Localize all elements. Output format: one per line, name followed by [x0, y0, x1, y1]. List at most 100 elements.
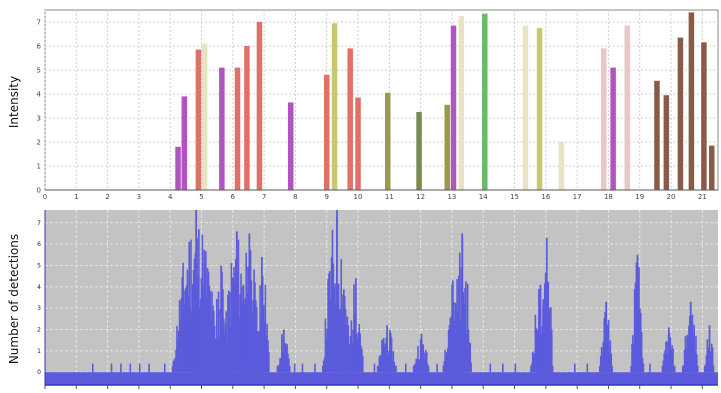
detections-spike: [345, 324, 348, 373]
detections-spike: [229, 326, 232, 373]
detections-spike: [384, 343, 387, 373]
detections-peak-spike: [260, 256, 263, 373]
detections-spike: [633, 289, 636, 373]
detections-spike: [217, 291, 220, 373]
detections-spike: [685, 348, 688, 373]
intensity-bar: [708, 145, 715, 190]
detections-spike: [281, 334, 283, 373]
detections-spike: [350, 320, 353, 373]
detections-spike: [330, 257, 333, 373]
detections-spike: [177, 341, 179, 373]
detections-spike: [235, 258, 237, 373]
detections-spike: [610, 353, 613, 373]
detections-spike: [599, 356, 602, 373]
intensity-bar: [347, 48, 353, 191]
detections-spike: [172, 361, 175, 373]
detections-peak-spike: [461, 233, 464, 373]
detections-spike: [693, 324, 695, 373]
detections-spike: [419, 339, 422, 373]
detections-spike: [393, 361, 396, 373]
intensity-y-tick-label: 4: [37, 91, 42, 99]
detections-spike: [378, 356, 381, 373]
detections-spike: [392, 351, 395, 373]
detections-spike: [632, 344, 635, 373]
detections-spike: [550, 329, 553, 373]
detections-y-tick-label: 1: [37, 348, 41, 355]
detections-spike: [455, 342, 458, 373]
detections-spike: [457, 313, 459, 373]
detections-spike: [611, 365, 613, 373]
detections-spike: [178, 300, 181, 373]
detections-spike: [354, 315, 356, 373]
detections-spike: [448, 324, 451, 373]
detections-spike: [602, 341, 605, 373]
detections-spike: [246, 292, 248, 373]
detections-spike: [692, 331, 695, 373]
detections-spike: [323, 357, 326, 373]
intensity-bar: [522, 25, 529, 190]
detections-spike: [682, 365, 685, 373]
detections-spike: [335, 305, 337, 373]
detections-spike: [450, 316, 453, 373]
intensity-bar: [654, 80, 660, 190]
intensity-x-tick-label: 13: [447, 193, 456, 201]
detections-spike: [683, 349, 686, 373]
detections-spike: [418, 359, 421, 373]
detections-spike: [280, 358, 282, 373]
detections-spike: [391, 360, 394, 373]
detections-spike: [534, 314, 537, 373]
intensity-x-tick-label: 1: [74, 193, 78, 201]
detections-spike: [245, 252, 247, 373]
detections-spike: [325, 338, 328, 373]
detections-spike: [446, 352, 448, 373]
detections-spike: [638, 267, 640, 373]
detections-spike: [206, 268, 209, 373]
detections-spike: [189, 307, 191, 373]
detections-spike: [712, 365, 715, 373]
detections-spike: [201, 234, 204, 373]
detections-spike: [665, 341, 667, 373]
intensity-bar: [355, 97, 361, 190]
detections-spike: [200, 280, 203, 373]
detections-spike: [703, 365, 706, 373]
intensity-y-tick-label: 2: [37, 139, 41, 147]
detections-peak-spike: [451, 280, 454, 373]
detections-y-tick-label: 0: [37, 369, 41, 376]
detections-spike: [340, 259, 343, 373]
detections-spike: [630, 365, 632, 373]
detections-spike: [215, 339, 217, 373]
detections-spike: [241, 307, 243, 373]
detections-isolated-spike: [373, 363, 376, 373]
intensity-y-tick-label: 0: [37, 187, 41, 195]
detections-spike: [342, 294, 344, 373]
intensity-bar: [234, 67, 241, 190]
detections-isolated-spike: [91, 363, 94, 373]
detections-spike: [452, 360, 455, 373]
detections-spike: [265, 335, 268, 373]
detections-spike: [390, 337, 393, 373]
detections-spike: [191, 283, 194, 373]
detections-isolated-spike: [129, 363, 132, 373]
detections-isolated-spike: [436, 363, 438, 373]
detections-spike: [607, 320, 610, 373]
detections-spike: [278, 364, 280, 373]
intensity-bar: [536, 28, 543, 190]
detections-spike: [541, 343, 543, 373]
detections-spike: [388, 350, 390, 373]
detections-spike: [267, 340, 269, 373]
detections-spike: [447, 329, 450, 373]
detections-spike: [194, 362, 197, 373]
detections-peak-spike: [667, 327, 670, 373]
detections-isolated-spike: [514, 363, 517, 373]
detections-spike: [548, 308, 550, 373]
detections-spike: [203, 321, 205, 373]
detections-spike: [196, 238, 198, 373]
detections-spike: [444, 350, 446, 373]
detections-spike: [259, 285, 261, 373]
detections-spike: [214, 347, 216, 373]
detections-spike: [426, 364, 429, 373]
intensity-bar: [219, 67, 225, 190]
detections-spike: [288, 365, 291, 373]
detections-spike: [339, 308, 342, 373]
detections-spike: [632, 335, 634, 373]
